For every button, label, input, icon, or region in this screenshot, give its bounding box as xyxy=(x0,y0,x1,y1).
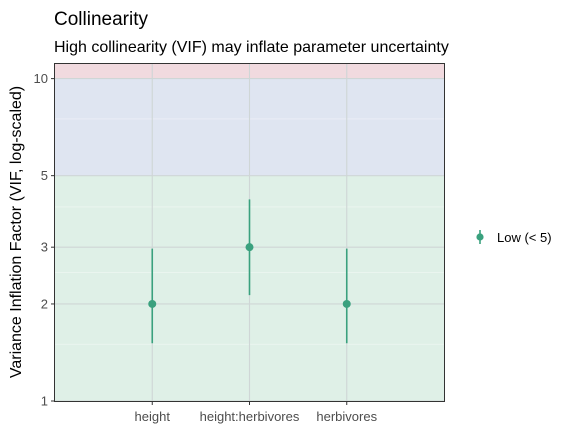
legend-key-point xyxy=(476,233,484,241)
y-axis-ticks: 1 2 3 5 10 xyxy=(34,71,55,409)
y-axis-label: Variance Inflation Factor (VIF, log-scal… xyxy=(8,86,25,378)
legend: Low (< 5) xyxy=(476,230,552,245)
legend-label-low: Low (< 5) xyxy=(497,230,552,245)
x-axis-ticks: height height:herbivores herbivores xyxy=(135,401,378,424)
point-height xyxy=(148,299,157,308)
y-tick-label-4: 10 xyxy=(34,71,48,86)
point-height-herbivores xyxy=(245,243,254,252)
x-tick-label-1: height:herbivores xyxy=(200,409,300,424)
y-tick-label-3: 5 xyxy=(41,168,48,183)
y-tick-label-2: 3 xyxy=(41,240,48,255)
point-herbivores xyxy=(342,299,351,308)
chart-title: Collinearity xyxy=(54,9,148,30)
chart-subtitle: High collinearity (VIF) may inflate para… xyxy=(54,39,449,56)
y-tick-label-1: 2 xyxy=(41,296,48,311)
x-tick-label-0: height xyxy=(135,409,171,424)
data-marks xyxy=(148,199,351,344)
x-tick-label-2: herbivores xyxy=(316,409,377,424)
y-tick-label-0: 1 xyxy=(41,394,48,409)
